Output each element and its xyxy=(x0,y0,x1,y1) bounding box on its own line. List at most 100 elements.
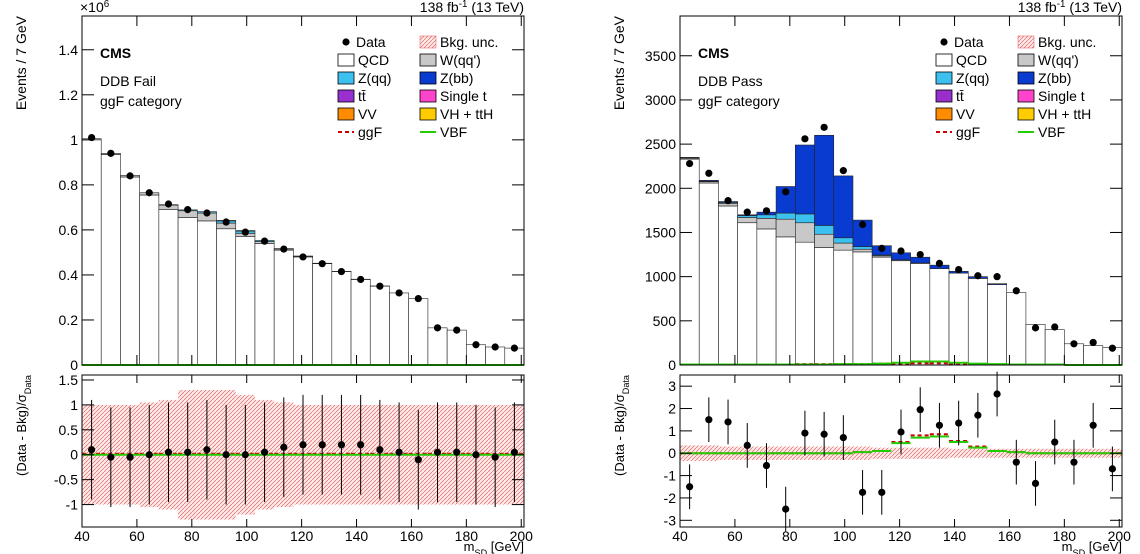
y-tick-label: 0.5 xyxy=(59,422,79,438)
stack-bar xyxy=(967,278,988,366)
legend-label: QCD xyxy=(358,52,389,68)
pull-point xyxy=(858,488,867,496)
lumi-part: (13 TeV) xyxy=(467,0,524,15)
y-axis-label-part: Data xyxy=(621,374,631,394)
data-point xyxy=(299,253,307,261)
data-point xyxy=(491,343,499,351)
stack-bar xyxy=(814,247,835,366)
cms-label: CMS xyxy=(100,45,131,61)
pull-point xyxy=(1070,458,1078,466)
y-tick-label: 0 xyxy=(70,447,78,463)
data-point xyxy=(453,326,461,334)
stack-bar xyxy=(273,249,294,366)
stack-bar xyxy=(756,214,777,219)
stack-bar xyxy=(987,283,1007,285)
pull-point xyxy=(916,406,924,414)
x-tick-label: 40 xyxy=(672,528,688,544)
data-point xyxy=(241,228,249,236)
pull-point xyxy=(472,451,480,459)
y-axis-label: Events / 7 GeV xyxy=(611,15,627,110)
legend-label: Z(bb) xyxy=(1038,70,1071,86)
legend-marker xyxy=(337,89,355,103)
stack-bar xyxy=(100,154,121,366)
pull-point xyxy=(782,505,790,513)
y-axis-label-part: (Data - Bkg)/σ xyxy=(14,394,29,476)
pull-point xyxy=(993,390,1001,398)
x-tick-label: 100 xyxy=(833,528,857,544)
data-point xyxy=(472,341,480,349)
stack-bar xyxy=(679,158,700,366)
data-point xyxy=(839,167,847,175)
stack-bar xyxy=(1044,329,1065,366)
stack-bar xyxy=(1083,345,1104,366)
pull-point xyxy=(299,441,307,449)
pull-point xyxy=(203,446,211,454)
data-point xyxy=(107,149,115,157)
legend-label: Bkg. unc. xyxy=(440,34,498,50)
data-point xyxy=(743,208,751,216)
legend-marker xyxy=(337,71,355,85)
pull-point xyxy=(222,451,230,459)
data-point xyxy=(126,172,134,180)
legend-marker xyxy=(935,107,953,121)
pull-point xyxy=(839,433,847,442)
lumi-part: -1 xyxy=(1057,0,1066,10)
x-axis-label-part: m xyxy=(1062,539,1073,554)
x-tick-label: 80 xyxy=(184,528,200,544)
stack-bar xyxy=(795,241,815,366)
x-tick-label: 140 xyxy=(345,528,369,544)
y-tick-label: 1500 xyxy=(645,224,676,240)
axis-exponent: ×106 xyxy=(80,0,110,15)
stack-bar xyxy=(139,194,160,366)
data-point xyxy=(724,197,732,205)
x-tick-label: 140 xyxy=(943,528,967,544)
data-point xyxy=(510,344,518,352)
y-tick-label: 3 xyxy=(668,378,676,394)
legend-label: Z(qq) xyxy=(358,70,391,86)
stack-bar xyxy=(331,271,352,366)
stack-bar xyxy=(756,228,777,366)
x-tick-label: 100 xyxy=(235,528,259,544)
data-point xyxy=(222,218,230,226)
legend-label: tt̄ xyxy=(956,88,964,104)
stack-bar xyxy=(737,217,758,224)
stack-bar xyxy=(814,225,835,235)
pull-point xyxy=(820,430,828,438)
pull-point xyxy=(433,448,442,456)
data-point xyxy=(762,207,771,215)
y-tick-label: 0 xyxy=(70,357,78,373)
legend-label: VBF xyxy=(440,124,467,140)
legend-marker xyxy=(337,53,355,67)
legend-label: Data xyxy=(954,34,984,50)
stack-bar xyxy=(814,134,835,226)
legend-label: Single t xyxy=(440,88,487,104)
y-tick-label: 1 xyxy=(70,397,78,413)
y-tick-label: 0 xyxy=(668,357,676,373)
unc-band xyxy=(987,448,1007,458)
stack-bar xyxy=(177,217,198,366)
unc-band xyxy=(949,448,969,458)
stack-bar xyxy=(871,256,892,366)
lumi: 138 fb-1 (13 TeV) xyxy=(420,0,524,15)
y-tick-label: 1.4 xyxy=(59,42,79,58)
lumi-part: 138 fb xyxy=(1018,0,1057,15)
stack-bar xyxy=(833,237,854,244)
y-tick-label: 1 xyxy=(668,423,676,439)
frame xyxy=(81,374,525,528)
stack-bar xyxy=(698,180,719,182)
y-tick-label: -3 xyxy=(664,512,677,528)
legend-marker xyxy=(419,71,437,85)
data-point xyxy=(164,200,173,208)
legend-marker xyxy=(1017,71,1035,85)
pull-point xyxy=(453,448,461,456)
legend-marker xyxy=(1017,53,1035,67)
data-point xyxy=(357,275,365,284)
region-label: DDB Pass xyxy=(698,73,763,89)
y-tick-label: 1.2 xyxy=(59,87,79,103)
data-point xyxy=(337,267,346,276)
stack-bar xyxy=(235,236,256,366)
pull-point xyxy=(241,451,249,459)
pull-point xyxy=(164,448,173,456)
stack-bar xyxy=(389,292,409,366)
